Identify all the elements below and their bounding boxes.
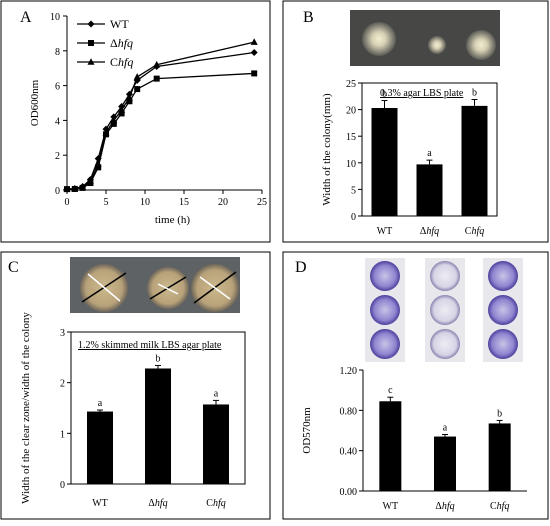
panel-b-frame <box>282 0 549 243</box>
panel-d-y-tick-label: 0.00 <box>340 487 358 498</box>
panel-b-y-axis-title: Width of the colony(mm) <box>321 93 333 206</box>
panel-a-point-2-7 <box>118 106 126 113</box>
panel-a-point-2-2 <box>79 183 87 191</box>
panel-a-point-2-10 <box>153 60 161 68</box>
panel-a-point-1-9 <box>134 86 141 93</box>
panel-a-point-1-11 <box>251 70 258 77</box>
panel-a-x-tick-label: 0 <box>65 197 70 208</box>
panel-d-category-label-0: WT <box>383 501 399 512</box>
panel-c-letter: C <box>8 259 19 276</box>
panel-c-y-tick-label: 3 <box>60 328 65 339</box>
panel-a-point-2-8 <box>125 93 133 101</box>
panel-d-y-tick-label: 0.80 <box>340 406 358 417</box>
panel-b-y-tick-label: 15 <box>346 132 356 143</box>
panel-b-category-label-1: Δhfq <box>420 226 439 237</box>
panel-d-y-tick-label: 0.40 <box>340 447 358 458</box>
panel-d-bar-0 <box>379 401 402 491</box>
panel-d-y-tick-label: 1.20 <box>340 366 358 377</box>
panel-a-x-axis-title: time (h) <box>155 214 190 226</box>
panel-d-well-photo <box>365 258 523 362</box>
panel-a-legend-marker-1 <box>88 40 94 46</box>
panel-c-bar-1 <box>145 368 171 484</box>
panel-a-point-2-0 <box>63 185 71 192</box>
panel-c-frame <box>0 251 271 520</box>
panel-b-bar-2 <box>461 105 488 216</box>
panel-a-y-tick-label: 8 <box>55 47 60 58</box>
panel-a-y-tick-label: 4 <box>55 116 60 127</box>
panel-a-point-2-5 <box>102 128 110 136</box>
panel-b-bar-0 <box>371 108 398 216</box>
panel-a-series-line-0 <box>66 51 255 190</box>
panel-b-category-label-0: WT <box>377 226 393 237</box>
panel-d-bar-1 <box>434 436 456 491</box>
panel-c-bar-0 <box>87 411 113 484</box>
panel-a-legend-label-0: WT <box>110 17 129 31</box>
panel-c-y-axis-title: Width of the clear zone/width of the col… <box>20 312 32 504</box>
panel-a-y-tick-label: 10 <box>50 12 60 23</box>
panel-b-y-tick-label: 0 <box>351 212 356 223</box>
panel-a-x-tick-label: 15 <box>179 197 189 208</box>
panel-b-significance-1: a <box>427 148 432 159</box>
panel-a-frame <box>0 0 271 243</box>
panel-a-y-tick-label: 0 <box>55 186 60 197</box>
panel-b-significance-0: b <box>382 89 387 100</box>
panel-a-x-tick-label: 25 <box>257 197 267 208</box>
panel-d-category-label-2: Chfq <box>490 501 509 512</box>
panel-a-letter: A <box>20 9 32 26</box>
panel-d-significance-0: c <box>388 385 393 396</box>
panel-c-y-tick-label: 2 <box>60 379 65 390</box>
panel-a-legend-label-1: Δhfq <box>110 36 133 50</box>
panel-b-colony-photo <box>350 10 500 66</box>
panel-a-point-0-11 <box>250 49 258 57</box>
panel-a-legend-marker-0 <box>87 20 95 28</box>
panel-d-significance-2: b <box>497 408 502 419</box>
panel-a-point-1-10 <box>153 75 160 82</box>
panel-b-significance-2: b <box>472 87 477 98</box>
panel-c-significance-1: b <box>156 353 161 364</box>
panel-a-point-1-4 <box>95 164 102 171</box>
panel-a-legend-label-2: Chfq <box>110 55 133 69</box>
panel-b-y-tick-label: 10 <box>346 159 356 170</box>
panel-a-legend-marker-2 <box>87 58 95 65</box>
panel-a-point-2-9 <box>133 73 141 80</box>
panel-a-y-tick-label: 6 <box>55 82 60 93</box>
panel-a-point-2-1 <box>71 184 79 192</box>
panel-d-frame <box>282 251 549 520</box>
panel-a-point-2-3 <box>86 177 94 185</box>
panel-a-y-axis-title: OD600nm <box>29 79 41 126</box>
panel-a-x-tick-label: 5 <box>104 197 109 208</box>
panel-d-letter: D <box>295 259 307 276</box>
panel-b-letter: B <box>303 9 314 26</box>
panel-c-category-label-1: Δhfq <box>148 498 167 509</box>
panel-b-category-label-2: Chfq <box>465 226 484 237</box>
panel-d-category-label-1: Δhfq <box>435 501 454 512</box>
panel-c-category-label-2: Chfq <box>206 498 225 509</box>
panel-b-bar-1 <box>416 164 443 216</box>
panel-a-point-2-11 <box>250 38 258 45</box>
panel-c-category-label-0: WT <box>92 498 108 509</box>
panel-d-significance-1: a <box>443 423 448 434</box>
panel-a-point-2-6 <box>110 116 118 124</box>
panel-a-point-1-8 <box>126 98 133 105</box>
panel-c-plate-photo <box>70 257 240 313</box>
panel-b-y-tick-label: 5 <box>351 185 356 196</box>
panel-c-annotation: 1.2% skimmed milk LBS agar plate <box>78 340 222 351</box>
panel-d-bar-2 <box>488 423 511 491</box>
panel-a-x-tick-label: 10 <box>140 197 150 208</box>
panel-c-significance-0: a <box>98 398 103 409</box>
panel-a-point-1-6 <box>110 120 117 127</box>
panel-b-y-tick-label: 20 <box>346 106 356 117</box>
panel-d-y-axis-title: OD570nm <box>301 407 313 454</box>
panel-c-y-tick-label: 1 <box>60 429 65 440</box>
panel-a-x-tick-label: 20 <box>218 197 228 208</box>
panel-b-y-tick-label: 25 <box>346 79 356 90</box>
panel-a-point-2-4 <box>94 160 102 167</box>
panel-a-point-1-7 <box>118 110 125 117</box>
panel-c-significance-2: a <box>214 388 219 399</box>
panel-b-annotation: 0.3% agar LBS plate <box>380 88 464 99</box>
panel-a-y-tick-label: 2 <box>55 151 60 162</box>
panel-c-y-tick-label: 0 <box>60 480 65 491</box>
panel-c-bar-2 <box>203 404 229 484</box>
